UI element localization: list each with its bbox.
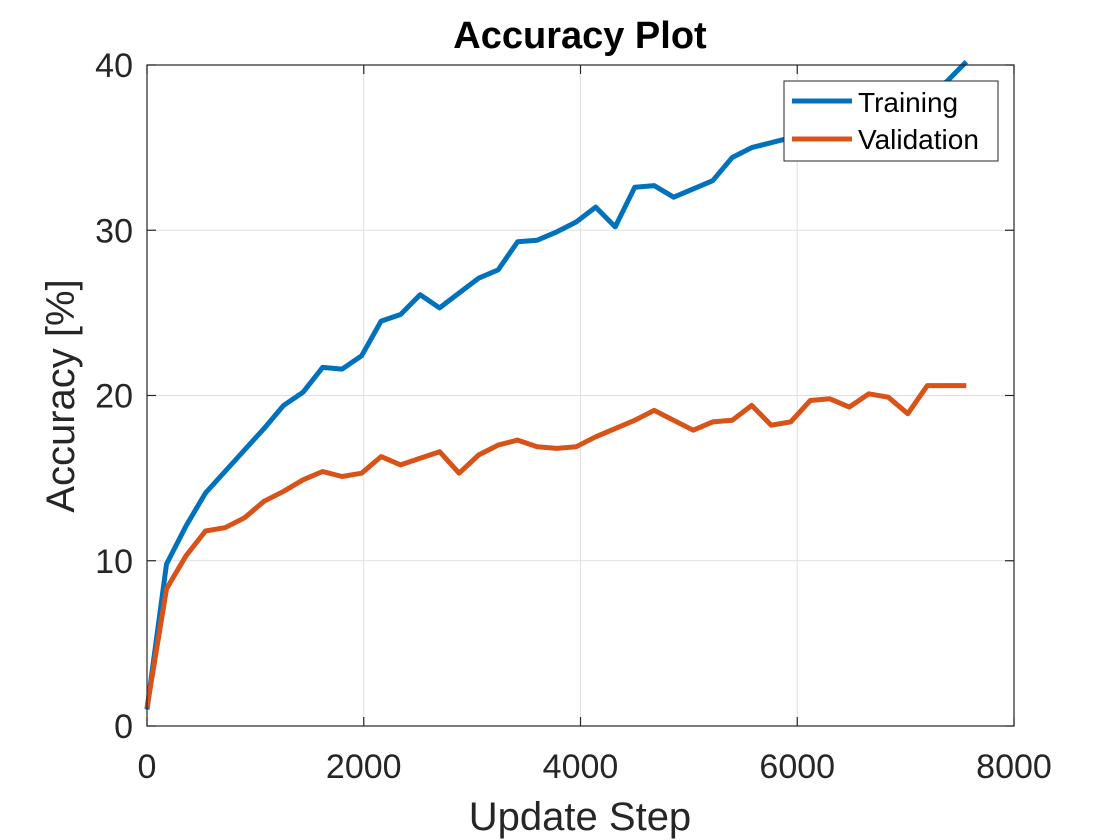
legend-label-validation: Validation	[858, 124, 979, 155]
x-axis-label: Update Step	[469, 795, 691, 839]
y-axis-label: Accuracy [%]	[39, 279, 83, 512]
x-tick-label: 4000	[543, 748, 619, 786]
x-tick-label: 8000	[976, 748, 1052, 786]
y-tick-labels: 0 10 20 30 40	[95, 47, 133, 746]
axis-ticks	[146, 64, 1015, 727]
series-line-validation	[144, 383, 967, 709]
y-tick-label: 0	[114, 708, 133, 746]
x-tick-label: 0	[138, 748, 157, 786]
legend: Training Validation	[783, 80, 999, 162]
y-tick-label: 30	[95, 212, 133, 250]
x-tick-label: 2000	[326, 748, 402, 786]
chart-title: Accuracy Plot	[453, 15, 707, 57]
legend-box	[783, 80, 999, 162]
y-tick-label: 10	[95, 543, 133, 581]
y-tick-label: 40	[95, 47, 133, 85]
x-tick-label: 6000	[759, 748, 835, 786]
legend-label-training: Training	[858, 87, 958, 118]
y-tick-label: 20	[95, 378, 133, 416]
x-tick-labels: 0 2000 4000 6000 8000	[138, 748, 1052, 786]
